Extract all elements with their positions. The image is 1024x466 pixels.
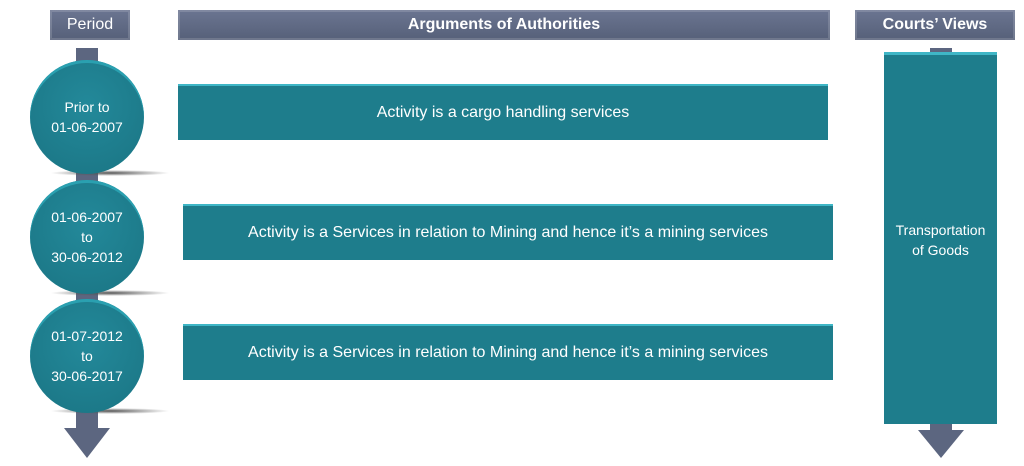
period-circle-3: 01-07-2012 to 30-06-2017 [30,299,144,413]
down-arrow-icon [64,428,110,458]
period-header: Period [50,10,130,40]
down-arrow-icon [918,430,964,458]
period-text: 01-07-2012 [51,328,123,344]
period-text: 30-06-2012 [51,249,123,265]
court-text: Transportation [895,221,986,238]
court-text: of Goods [912,241,969,258]
connector [930,48,952,54]
argument-bar-2: Activity is a Services in relation to Mi… [183,204,833,260]
period-text: to [81,348,93,364]
argument-bar-1: Activity is a cargo handling services [178,84,828,140]
arguments-header: Arguments of Authorities [178,10,830,40]
circle-shadow [50,170,170,176]
connector [930,424,952,432]
period-text: Prior to [64,99,110,115]
period-text: 01-06-2007 [51,119,123,135]
court-view-box: Transportation of Goods [884,52,997,424]
circle-shadow [50,290,170,296]
period-text: 30-06-2017 [51,368,123,384]
period-text: 01-06-2007 [51,209,123,225]
connector [76,410,98,430]
period-circle-1: Prior to 01-06-2007 [30,60,144,174]
period-text: to [81,229,93,245]
circle-shadow [50,408,170,414]
argument-bar-3: Activity is a Services in relation to Mi… [183,324,833,380]
courts-header: Courts’ Views [855,10,1015,40]
period-circle-2: 01-06-2007 to 30-06-2012 [30,180,144,294]
